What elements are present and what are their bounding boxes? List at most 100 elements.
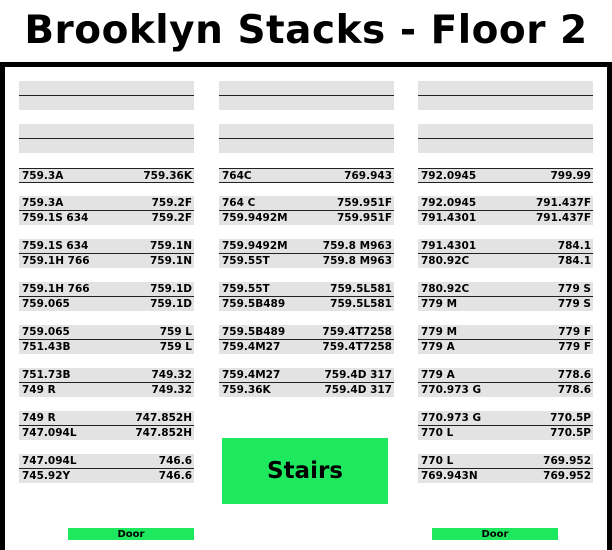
shelf-row: 770 L 769.952 [418,454,593,469]
shelf: 759.9492M 759.8 M963 759.55T 759.8 M963 [219,239,394,268]
call-number-start: 759.1S 634 [22,212,89,224]
shelf-row: 770.973 G 778.6 [418,383,593,397]
call-number-start: 759.1H 766 [22,283,90,295]
call-number-start: 759.4M27 [222,341,281,353]
shelf-row: 759.065 759 L [19,325,194,340]
call-number-start: 791.4301 [421,212,477,224]
shelf: 749 R 747.852H 747.094L 747.852H [19,411,194,440]
shelf-row: 759.55T 759.8 M963 [219,254,394,268]
shelf-row: 759.1S 634 759.2F [19,211,194,225]
call-number-start: 749 R [22,384,56,396]
call-number-end: 759.8 M963 [322,240,392,252]
shelf-row: 779 M 779 S [418,297,593,311]
shelf-row: 759.1S 634 759.1N [19,239,194,254]
call-number-end: 770.5P [550,427,591,439]
call-number-end: 770.5P [550,412,591,424]
shelf: 759.55T 759.5L581 759.5B489 759.5L581 [219,282,394,311]
call-number-start: 749 R [22,412,56,424]
call-number-start: 764 C [222,197,256,209]
shelf: 779 M 779 F 779 A 779 F [418,325,593,354]
call-number-start: 747.094L [22,455,77,467]
shelf-row: 770.973 G 770.5P [418,411,593,426]
call-number-start: 745.92Y [22,470,71,482]
call-number-start: 779 M [421,298,458,310]
call-number-end: 791.437F [536,212,591,224]
shelf-row: 779 M 779 F [418,325,593,340]
stairs-label: Stairs [267,458,343,484]
call-number-end: 759.1N [150,255,192,267]
call-number-end: 779 S [557,283,591,295]
call-number-start: 759.9492M [222,240,288,252]
call-number-end: 779 S [557,298,591,310]
call-number-end: 759.4T7258 [322,341,392,353]
shelf: 759.065 759 L 751.43B 759 L [19,325,194,354]
call-number-start: 779 A [421,369,455,381]
empty-shelf [219,81,394,110]
shelf-row: 747.094L 746.6 [19,454,194,469]
call-number-start: 770.973 G [421,384,482,396]
empty-shelf [418,81,593,110]
shelf: 764 C 759.951F 759.9492M 759.951F [219,196,394,225]
call-number-end: 759.5L581 [330,283,392,295]
shelf-row: 780.92C 784.1 [418,254,593,268]
shelf-row: 759.55T 759.5L581 [219,282,394,297]
call-number-start: 770.973 G [421,412,482,424]
call-number-start: 759.5B489 [222,298,286,310]
shelf-row: 759.065 759.1D [19,297,194,311]
door-right-label: Door [481,528,509,540]
call-number-end: 759.951F [337,212,392,224]
empty-shelf [418,124,593,153]
door-right: Door [432,528,558,540]
call-number-end: 759 L [159,341,192,353]
empty-shelf [219,124,394,153]
call-number-start: 769.943N [421,470,478,482]
call-number-end: 759.1N [150,240,192,252]
shelf: 791.4301 784.1 780.92C 784.1 [418,239,593,268]
call-number-start: 751.43B [22,341,71,353]
call-number-end: 759.2F [151,197,192,209]
call-number-end: 799.99 [550,169,591,182]
shelf-row: 759.1H 766 759.1D [19,282,194,297]
call-number-end: 778.6 [557,384,591,396]
call-number-end: 749.32 [151,369,192,381]
shelf-row: 764C 769.943 [219,168,394,182]
call-number-end: 747.852H [135,412,192,424]
call-number-end: 778.6 [557,369,591,381]
shelf-row: 769.943N 769.952 [418,469,593,483]
call-number-start: 759.3A [22,169,64,182]
call-number-end: 759 L [159,326,192,338]
call-number-end: 759.951F [337,197,392,209]
shelf: 770.973 G 770.5P 770 L 770.5P [418,411,593,440]
call-number-end: 759.5L581 [330,298,392,310]
door-left-label: Door [117,528,145,540]
shelf: 764C 769.943 [219,168,394,183]
call-number-start: 759.3A [22,197,64,209]
call-number-start: 759.4M27 [222,369,281,381]
shelf: 780.92C 779 S 779 M 779 S [418,282,593,311]
shelf-row: 759.4M27 759.4T7258 [219,340,394,354]
call-number-start: 779 A [421,341,455,353]
call-number-start: 751.73B [22,369,71,381]
shelf-row: 745.92Y 746.6 [19,469,194,483]
call-number-end: 759.4T7258 [322,326,392,338]
call-number-end: 759.8 M963 [322,255,392,267]
stack-column-2: 764C 769.943 764 C 759.951F 759.9492M 759.951… [219,81,394,411]
call-number-start: 792.0945 [421,197,477,209]
shelf-row: 792.0945 799.99 [418,168,593,182]
floor-title: Brooklyn Stacks - Floor 2 [24,8,588,53]
shelf-row: 759.4M27 759.4D 317 [219,368,394,383]
call-number-start: 759.55T [222,255,270,267]
call-number-end: 759.4D 317 [324,369,392,381]
door-left: Door [68,528,194,540]
empty-shelf [19,124,194,153]
call-number-start: 759.065 [22,326,70,338]
call-number-end: 769.952 [543,470,591,482]
call-number-start: 759.065 [22,298,70,310]
shelf-row: 791.4301 791.437F [418,211,593,225]
shelf: 770 L 769.952 769.943N 769.952 [418,454,593,483]
call-number-start: 780.92C [421,283,470,295]
call-number-end: 759.4D 317 [324,384,392,396]
shelf-row: 759.3A 759.2F [19,196,194,211]
empty-shelf [19,81,194,110]
call-number-start: 759.1S 634 [22,240,89,252]
